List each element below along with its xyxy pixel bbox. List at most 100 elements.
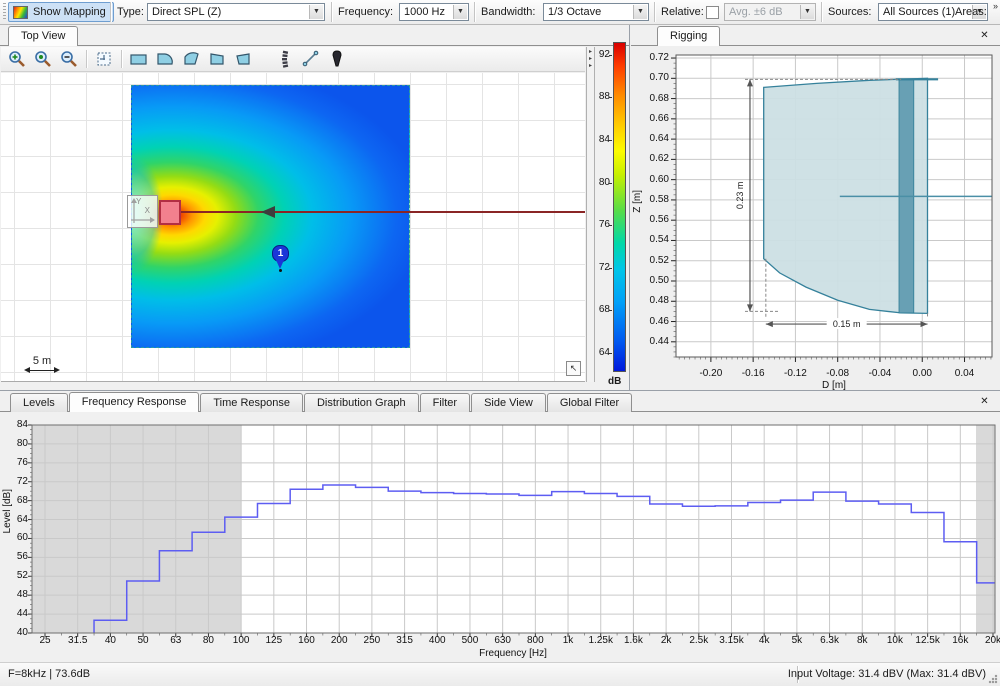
y-tick-label: 40 [16,627,28,638]
area-rounded-wedge-tool[interactable] [179,49,203,70]
tab-global-filter[interactable]: Global Filter [546,393,633,412]
area-trapezoid-right-tool[interactable] [231,49,255,70]
add-listener-button[interactable] [325,49,349,70]
colorbar-tick-label: 76 [598,219,610,231]
tab-top-view-label: Top View [21,30,66,42]
zoom-out-button[interactable] [57,49,81,70]
bottom-tabs: Levels Frequency Response Time Response Dis… [10,391,633,412]
zoom-in-icon [9,51,25,67]
reset-view-button[interactable]: ↖ [566,361,581,376]
relative-avg-select: Avg. ±6 dB ▼ [724,3,816,21]
x-axis-title: Frequency [Hz] [479,648,547,659]
listener-pin[interactable]: 1 [272,245,289,272]
type-value: Direct SPL (Z) [152,6,222,18]
resize-grip[interactable] [988,674,998,684]
y-tick-label: 72 [16,475,28,487]
colorbar-tick-label: 72 [598,261,610,273]
y-tick-label: 84 [16,419,28,430]
x-tick-label: 25 [39,635,51,646]
frequency-response-plot[interactable] [26,424,996,640]
map-scale-arrow-icon [24,367,60,375]
toolbar-separator [86,50,87,68]
sources-select[interactable]: All Sources (1) ▼ [878,3,988,21]
bottom-close-button[interactable]: ✕ [980,396,989,407]
y-tick-label: 48 [16,589,28,601]
zoom-in-button[interactable] [5,49,29,70]
tab-rigging[interactable]: Rigging [657,26,721,46]
bottom-tabrow: Levels Frequency Response Time Response Dis… [0,391,1000,412]
chevron-down-icon[interactable]: ▼ [453,5,467,19]
area-quarter-circle-tool[interactable] [153,49,177,70]
toolbar-overflow-chevron[interactable]: » [992,1,998,11]
toolbar-grip[interactable] [3,3,6,21]
rigging-y-tick-label: 0.68 [649,92,669,104]
relative-checkbox[interactable] [706,6,719,19]
colorbar-splitter[interactable]: ▸ ▸ ▸ [586,47,595,382]
toolbar-separator [331,2,332,22]
rigging-x-tick-label: 0.00 [912,368,932,379]
dim-height-label: 0.23 m [735,182,745,210]
rigging-close-button[interactable]: ✕ [980,30,989,41]
colorbar-tick-label: 64 [598,346,610,358]
rigging-x-axis-title: D [m] [822,380,846,391]
top-view-canvas[interactable]: Y X 1 5 m ↖ [1,73,585,382]
x-tick-label: 3.15k [719,635,744,646]
add-source-array-button[interactable] [273,49,297,70]
x-tick-label: 12.5k [915,635,940,646]
tab-filter[interactable]: Filter [419,393,471,412]
x-tick-label: 400 [428,635,446,646]
show-mapping-button[interactable]: Show Mapping [8,2,114,22]
x-tick-label: 1.6k [623,635,643,646]
y-tick-label: 64 [16,513,28,525]
rigging-y-tick-label: 0.48 [649,295,669,307]
type-select[interactable]: Direct SPL (Z) ▼ [147,3,325,21]
tab-time-response[interactable]: Time Response [200,393,303,412]
area-trapezoid-left-tool[interactable] [205,49,229,70]
colorbar-tick-label: 92 [598,48,610,60]
rigging-chart[interactable]: 0.23 m 0.15 m 0.72 0.70 0.68 0.66 0.64 0.62 0.60… [631,46,1000,391]
rounded-wedge-shape-icon [184,52,199,65]
colorbar-tick-label: 68 [598,304,610,316]
sound-source[interactable] [159,200,181,225]
x-tick-label: 2k [660,635,672,646]
x-tick-label: 20k [984,635,1000,646]
y-tick-label: 80 [16,437,28,449]
area-rectangle-tool[interactable] [127,49,151,70]
tab-top-view[interactable]: Top View [8,26,79,46]
rigging-y-tick-label: 0.52 [649,254,669,266]
spl-color-scale: dB 92 88 84 80 76 72 68 64 [596,42,630,390]
x-tick-label: 800 [527,635,544,646]
x-tick-label: 10k [886,635,903,646]
frequency-response-chart[interactable]: 84 80 76 72 68 64 60 56 52 48 44 40 25 31.5 40 50 63 80 10… [0,412,1000,663]
status-input-voltage: Input Voltage: 31.4 dBV (Max: 31.4 dBV) [787,668,986,680]
chevron-down-icon[interactable]: ▼ [633,5,647,19]
relative-avg-value: Avg. ±6 dB [729,6,783,18]
rigging-tabrow: Rigging ✕ [631,25,1000,46]
frequency-select[interactable]: 1000 Hz ▼ [399,3,469,21]
rigging-plot[interactable]: 0.23 m 0.15 m [671,50,997,366]
listener-pin-dot [279,269,282,272]
colorbar-tick [609,97,612,99]
chevron-down-icon[interactable]: ▼ [309,5,323,19]
x-tick-label: 1k [562,635,574,646]
x-tick-label: 250 [363,635,381,646]
colorbar-tick-label: 80 [598,176,610,188]
chevron-down-icon[interactable]: ▼ [972,5,986,19]
tab-frequency-response[interactable]: Frequency Response [68,392,200,412]
tab-side-view[interactable]: Side View [471,393,546,412]
zoom-window-button[interactable] [92,49,116,70]
colorbar-tick-label: 84 [598,133,610,145]
bandwidth-select[interactable]: 1/3 Octave ▼ [543,3,649,21]
x-tick-label: 40 [104,635,116,646]
colorbar-tick [609,267,612,269]
color-gradient-bar [613,42,626,372]
rigging-x-tick-label: -0.12 [784,368,807,379]
quarter-circle-shape-icon [157,53,173,65]
tab-distribution-graph[interactable]: Distribution Graph [303,393,419,412]
measure-line-tool[interactable] [299,49,323,70]
zoom-reset-button[interactable] [31,49,55,70]
tab-levels[interactable]: Levels [10,393,68,412]
x-tick-label: 125 [265,635,283,646]
rigging-y-tick-label: 0.58 [649,193,669,205]
trapezoid-right-shape-icon [236,53,250,65]
